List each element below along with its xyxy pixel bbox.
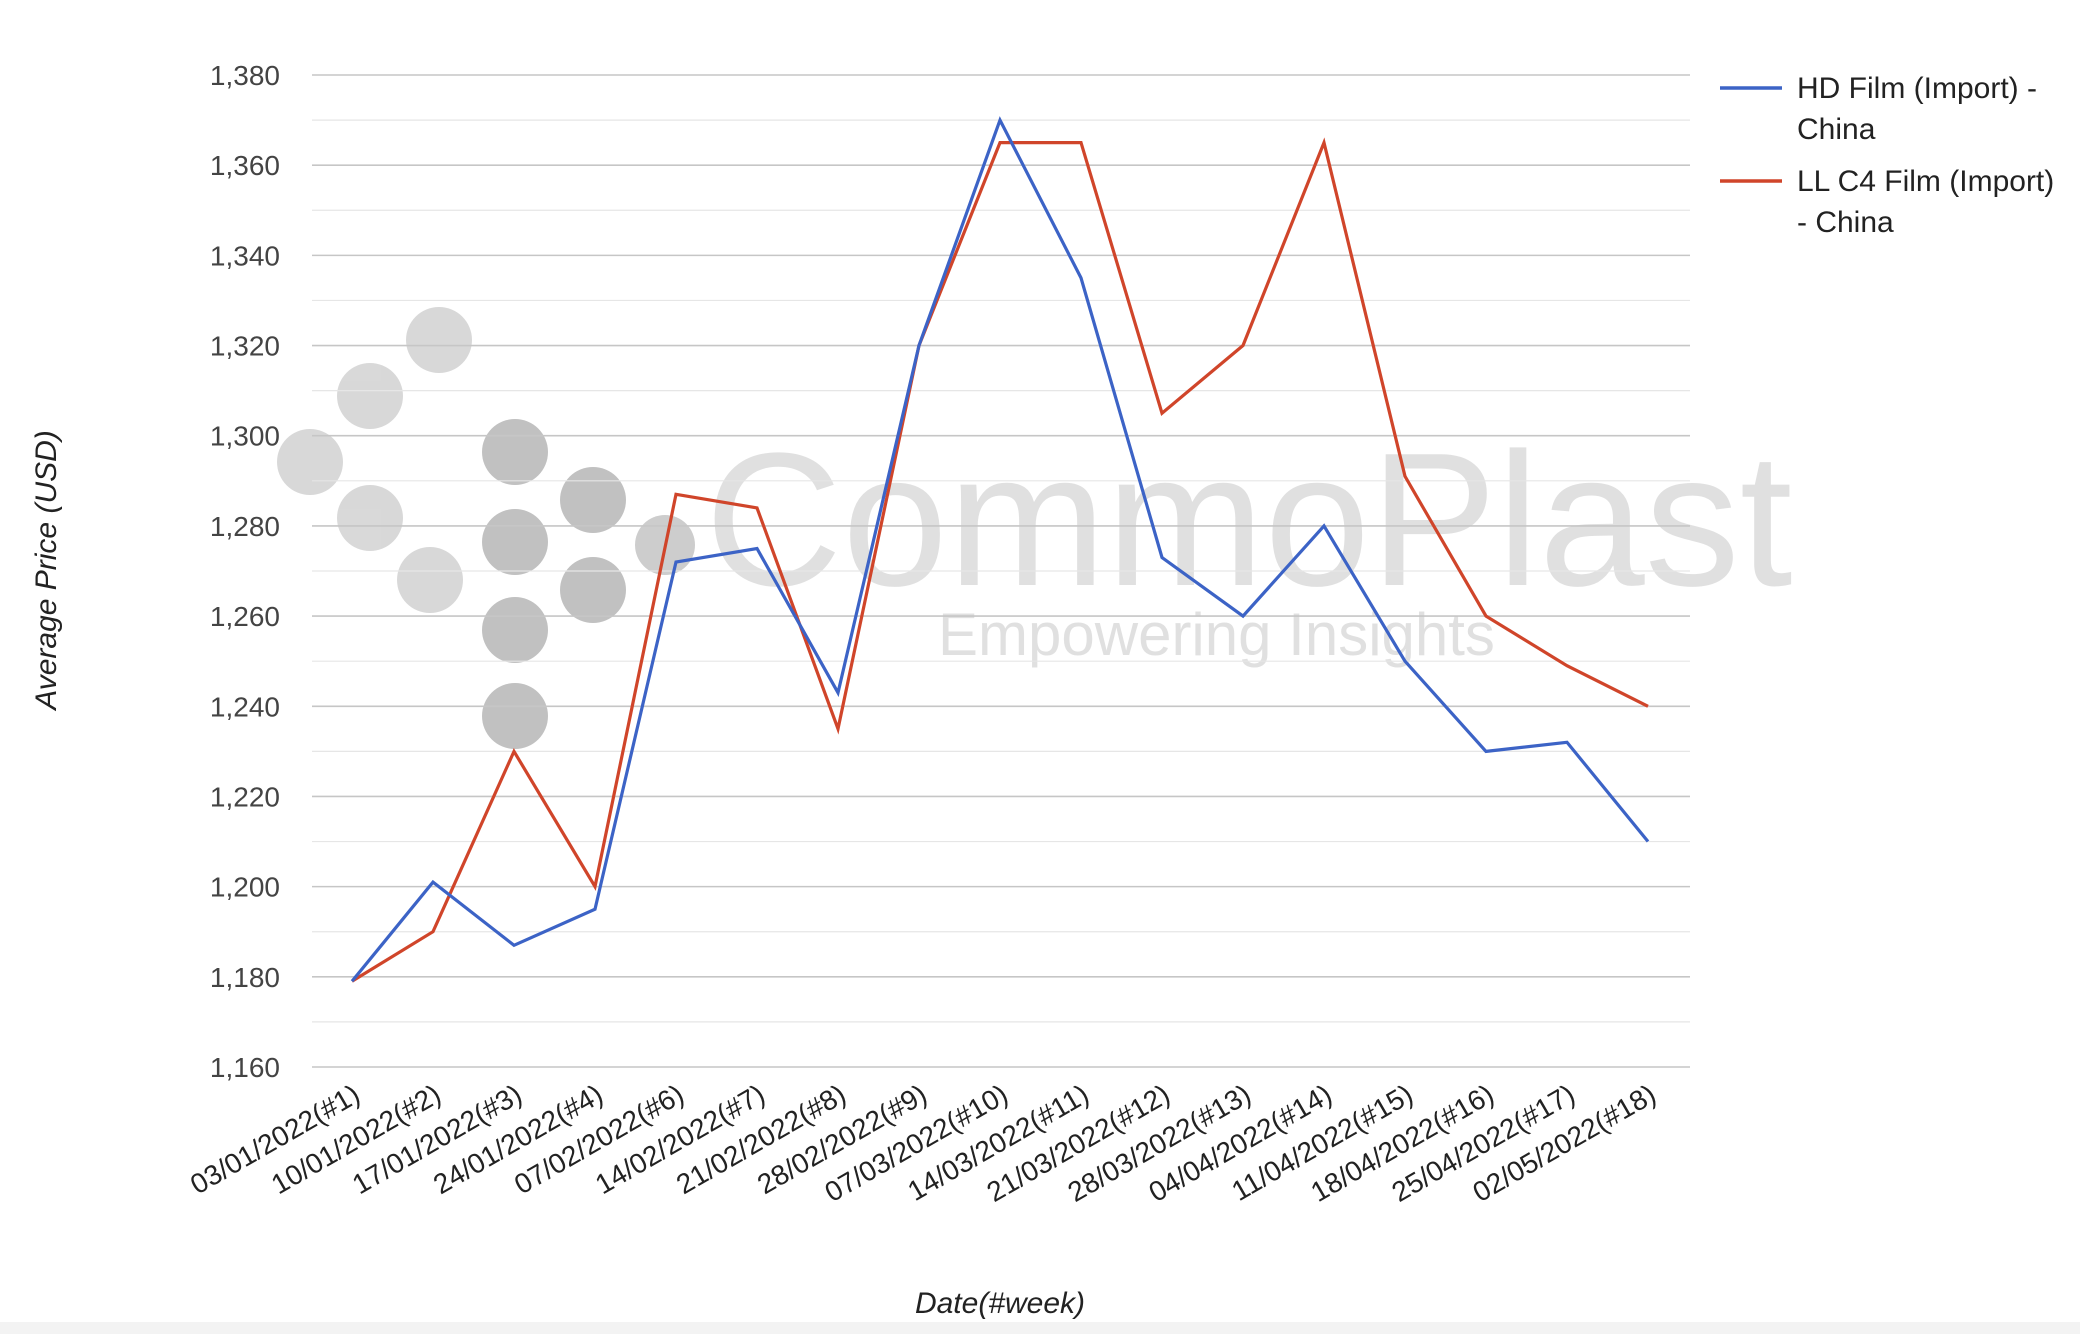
series-lines <box>350 116 1650 983</box>
legend-label: HD Film (Import) - <box>1797 72 2037 105</box>
y-tick-label: 1,240 <box>210 691 280 722</box>
legend-item: HD Film (Import) - China <box>1720 72 2037 146</box>
y-tick-label: 1,300 <box>210 421 280 452</box>
y-tick-label: 1,320 <box>210 331 280 362</box>
x-axis-title: Date(#week) <box>915 1287 1085 1320</box>
y-tick-label: 1,280 <box>210 511 280 542</box>
legend-label: LL C4 Film (Import) <box>1797 165 2054 198</box>
y-tick-label: 1,380 <box>210 60 280 91</box>
y-axis-title: Average Price (USD) <box>30 430 63 712</box>
legend-item: LL C4 Film (Import) - China <box>1720 165 2054 239</box>
legend-label: China <box>1797 113 1876 146</box>
gridlines <box>312 74 1690 1068</box>
y-tick-label: 1,200 <box>210 872 280 903</box>
bottom-strip <box>0 1322 2080 1334</box>
y-tick-label: 1,180 <box>210 962 280 993</box>
legend: HD Film (Import) - China LL C4 Film (Impor… <box>1720 72 2054 239</box>
series-line <box>350 116 1650 983</box>
watermark-tagline: Empowering Insights <box>938 601 1495 668</box>
commoplast-logo-icon <box>277 307 695 749</box>
legend-label: - China <box>1797 206 1894 239</box>
y-tick-label: 1,360 <box>210 150 280 181</box>
y-tick-label: 1,160 <box>210 1052 280 1083</box>
series-line <box>351 137 1649 983</box>
x-axis-ticks: 03/01/2022(#1)10/01/2022(#2)17/01/2022(#… <box>185 1078 1661 1208</box>
commoplast-watermark: CommoPlast Empowering Insights <box>277 307 1793 749</box>
y-tick-label: 1,340 <box>210 240 280 271</box>
y-tick-label: 1,220 <box>210 781 280 812</box>
y-axis-ticks: 1,160 1,180 1,200 1,220 1,240 1,260 1,280 1,300… <box>210 60 280 1083</box>
y-tick-label: 1,260 <box>210 601 280 632</box>
watermark-brand: CommoPlast <box>705 414 1793 626</box>
